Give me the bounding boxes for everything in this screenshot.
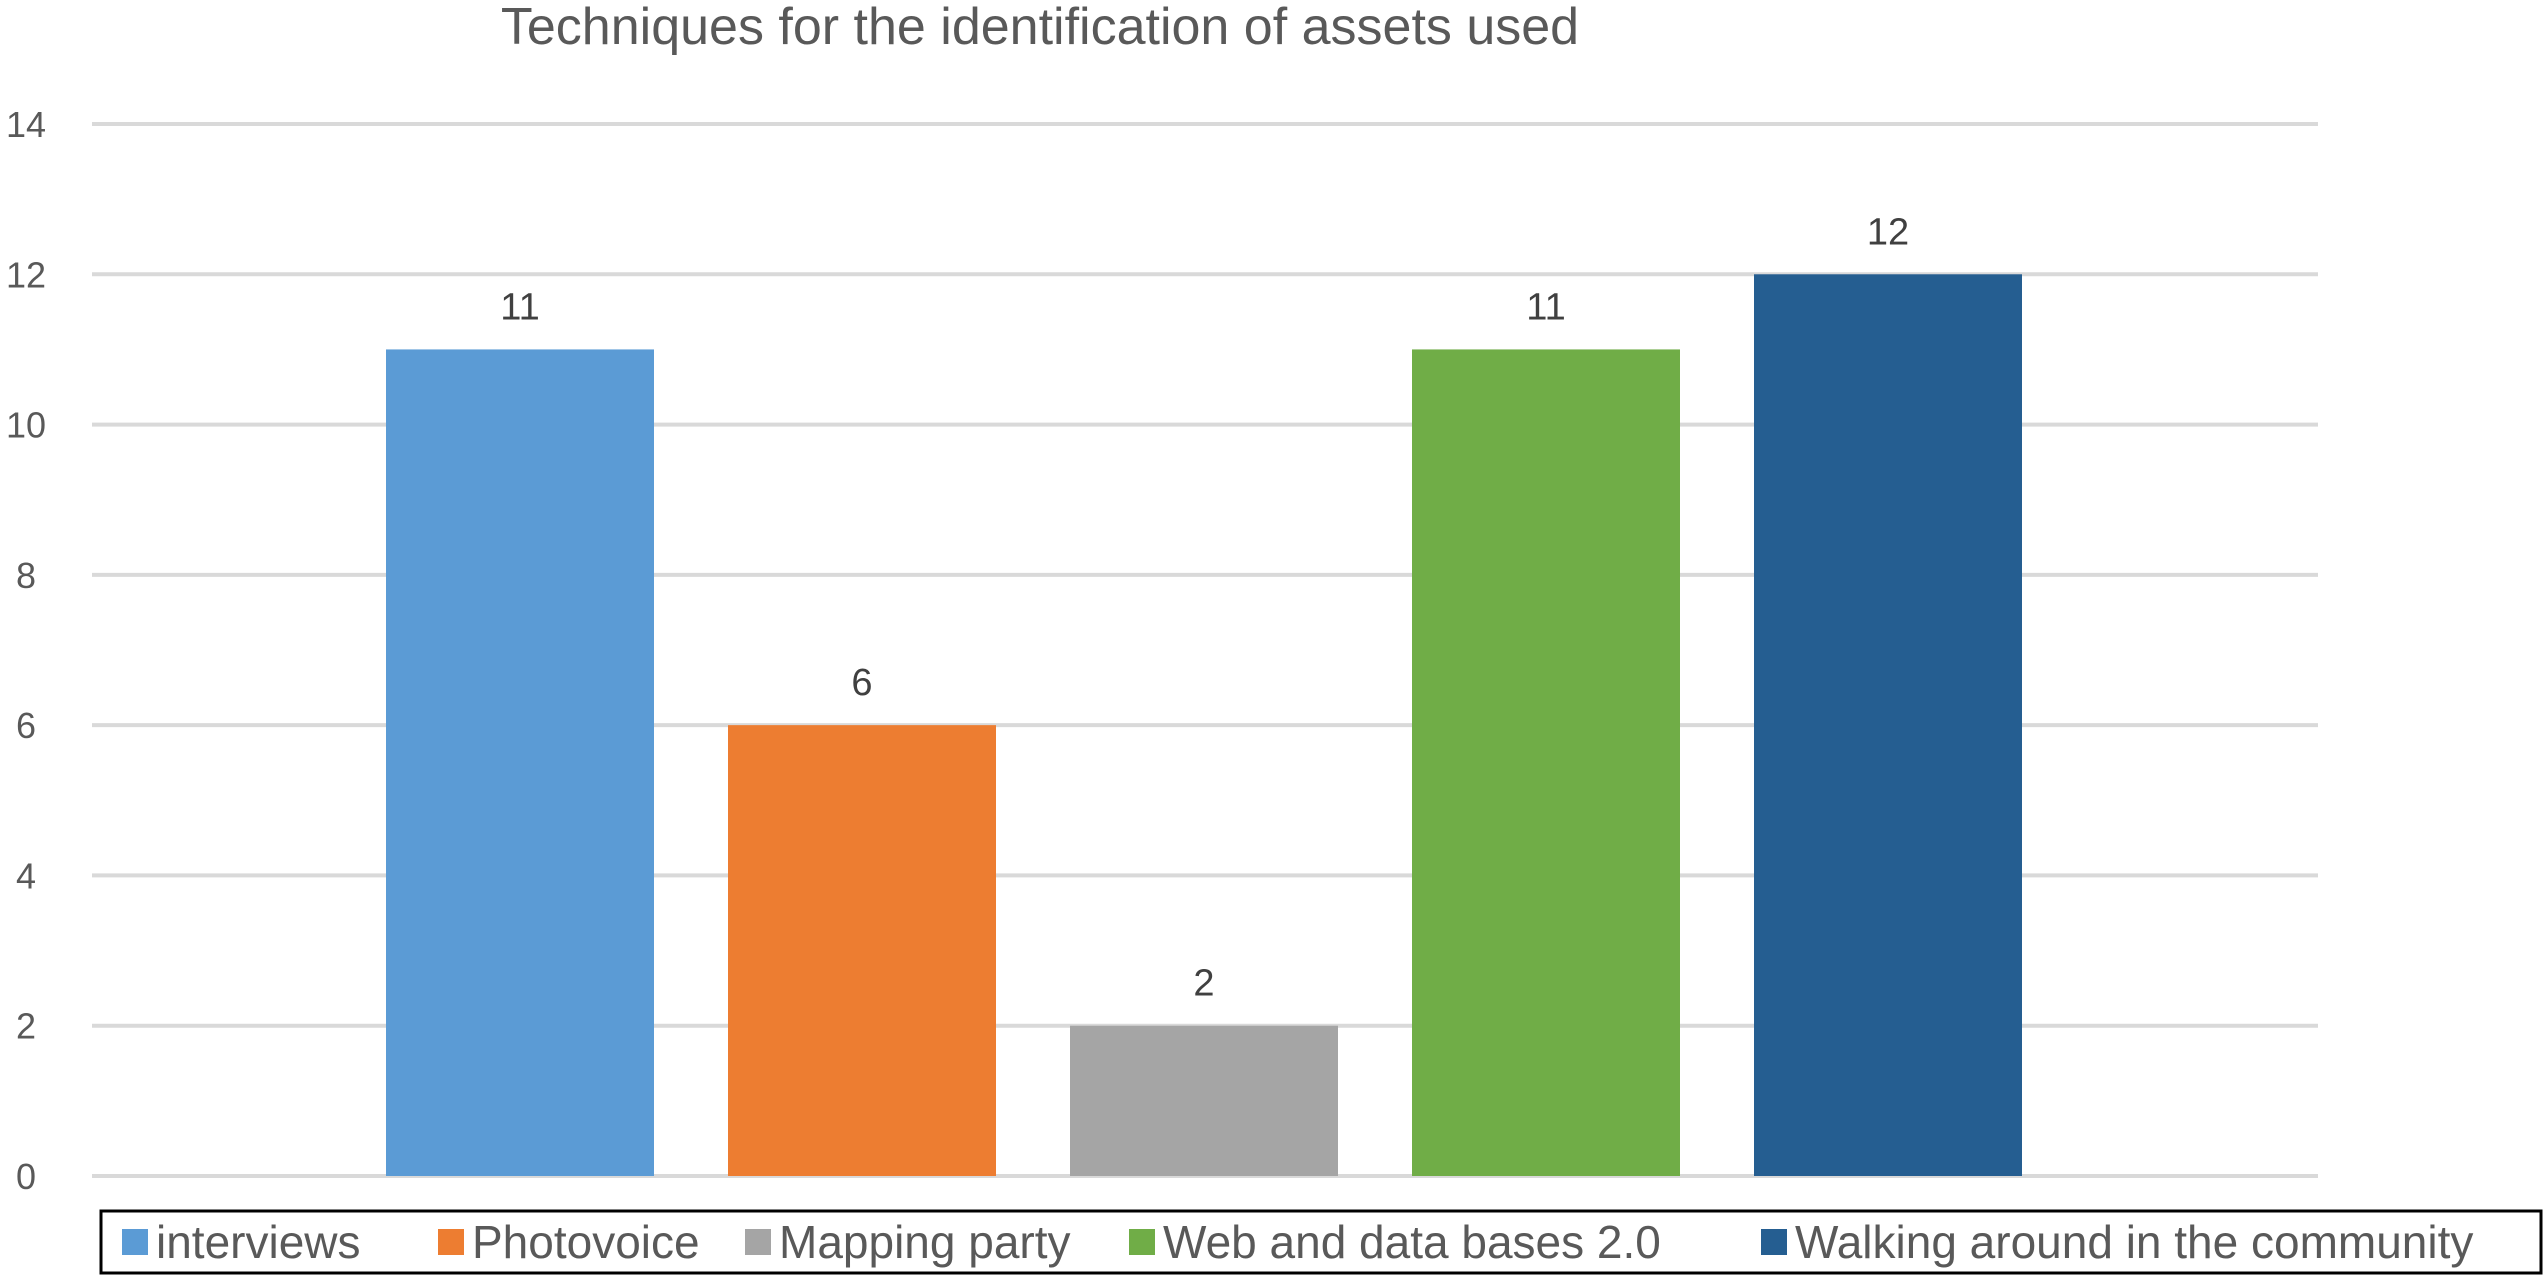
legend-swatch [122,1229,148,1255]
legend-label: interviews [156,1216,361,1268]
data-label: 11 [500,286,539,328]
y-tick-label: 2 [16,1006,36,1047]
legend-frame [99,1209,2543,1275]
data-labels: 11 6 2 11 12 [500,211,1909,1004]
legend-swatch [745,1229,771,1255]
legend-label: Web and data bases 2.0 [1163,1216,1661,1268]
data-label: 11 [1526,286,1565,328]
legend-label: Mapping party [779,1216,1071,1268]
y-tick-label: 4 [16,855,36,896]
bar-photovoice [728,725,996,1176]
legend-label: Walking around in the community [1795,1216,2473,1268]
data-label: 2 [1193,963,1214,1005]
y-tick-label: 6 [16,705,36,746]
bar-web-and-data-bases-2-0 [1412,349,1680,1176]
bar-walking-around-in-the-community [1754,274,2022,1176]
bar-mapping-party [1070,1025,1338,1176]
y-tick-label: 12 [6,254,46,295]
legend-label: Photovoice [472,1216,700,1268]
data-label: 12 [1867,211,1909,253]
legend-swatch [438,1229,464,1255]
bars [386,274,2022,1176]
y-tick-label: 0 [16,1156,36,1197]
bar-interviews [386,349,654,1176]
legend: interviews Photovoice Mapping party Web and… [122,1216,2473,1268]
data-label: 6 [851,662,872,704]
legend-swatch [1761,1229,1787,1255]
legend-swatch [1129,1229,1155,1255]
y-tick-label: 8 [16,555,36,596]
chart-title: Techniques for the identification of ass… [501,0,1579,56]
y-tick-label: 14 [6,104,46,145]
y-axis-tick-labels: 0 2 4 6 8 10 12 14 [6,104,46,1197]
y-tick-label: 10 [6,405,46,446]
